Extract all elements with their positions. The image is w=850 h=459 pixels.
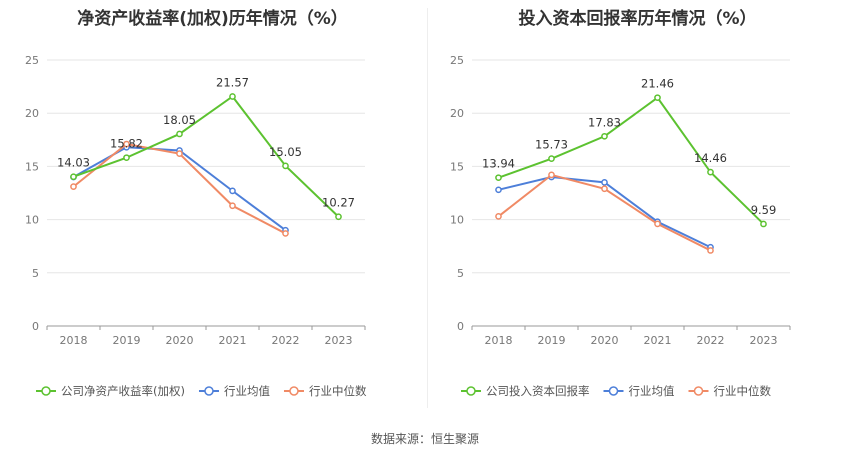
x-tick-label: 2022 <box>697 334 725 347</box>
data-point <box>548 171 555 179</box>
data-label: 18.05 <box>163 113 196 127</box>
legend-label: 行业均值 <box>224 384 270 398</box>
data-point <box>495 186 502 194</box>
y-tick-label: 10 <box>25 214 39 227</box>
roe-chart-panel: 净资产收益率(加权)历年情况（%） 0 5 10 15 20 25 2018 2019 2020… <box>0 0 425 420</box>
data-point <box>601 132 608 140</box>
roic-chart-title: 投入资本回报率历年情况（%） <box>518 9 757 29</box>
data-source-note: 数据来源：恒生聚源 <box>370 432 479 446</box>
data-label: 14.03 <box>57 156 90 170</box>
legend-swatch-marker <box>41 386 51 396</box>
legend-label: 行业中位数 <box>714 384 772 398</box>
legend-swatch-marker <box>693 386 704 396</box>
x-tick-label: 2019 <box>538 334 566 347</box>
x-tick-label: 2023 <box>325 334 353 347</box>
data-point <box>176 150 183 157</box>
data-point <box>335 213 342 221</box>
legend-label: 公司投入资本回报率 <box>486 384 590 398</box>
y-tick-label: 15 <box>25 160 39 173</box>
data-label: 15.05 <box>269 145 302 159</box>
data-point <box>495 174 502 182</box>
data-point <box>176 130 183 138</box>
data-point <box>229 202 236 210</box>
series-line <box>498 96 765 225</box>
x-tick-label: 2021 <box>644 334 672 347</box>
roe-chart-title: 净资产收益率(加权)历年情况（%） <box>77 9 348 29</box>
roe-line-chart: 0 5 10 15 20 25 2018 2019 2020 2021 2022 2023 14.03 1… <box>25 54 367 398</box>
data-point <box>282 162 289 170</box>
x-tick-label: 2020 <box>591 334 619 347</box>
data-label: 10.27 <box>322 196 355 210</box>
data-point <box>229 93 236 100</box>
data-point <box>601 179 608 186</box>
x-tick-label: 2021 <box>219 334 247 347</box>
data-label: 15.73 <box>535 138 568 152</box>
y-tick-label: 0 <box>457 320 464 333</box>
data-point <box>548 155 555 162</box>
legend-swatch-marker <box>466 386 476 396</box>
legend-label: 公司净资产收益率(加权) <box>61 384 185 398</box>
y-tick-label: 15 <box>450 160 464 173</box>
y-tick-label: 0 <box>32 320 39 333</box>
data-point <box>229 187 236 195</box>
data-point <box>601 185 608 193</box>
data-label: 14.46 <box>694 151 727 165</box>
y-tick-label: 20 <box>25 107 39 120</box>
y-tick-label: 25 <box>450 54 464 67</box>
legend-label: 行业均值 <box>629 384 675 398</box>
data-point <box>70 173 77 181</box>
data-point <box>282 230 289 237</box>
legend-swatch-marker <box>289 386 299 396</box>
roic-line-chart: 0 5 10 15 20 25 2018 2019 2020 2021 2022 2023 13.94 1… <box>450 54 791 398</box>
data-point <box>70 183 77 190</box>
x-tick-label: 2023 <box>750 334 778 347</box>
data-label: 21.46 <box>641 77 674 91</box>
data-label: 17.83 <box>588 115 621 129</box>
data-point <box>654 220 661 228</box>
x-tick-label: 2018 <box>60 334 88 347</box>
data-label: 15.82 <box>110 137 143 151</box>
x-tick-label: 2020 <box>166 334 194 347</box>
data-point <box>654 94 661 102</box>
legend-label: 行业中位数 <box>309 384 367 398</box>
data-label: 13.94 <box>482 157 515 171</box>
y-tick-label: 20 <box>450 107 464 120</box>
y-tick-label: 10 <box>450 214 464 227</box>
legend-swatch-marker <box>608 386 619 396</box>
x-tick-label: 2019 <box>113 334 141 347</box>
data-point <box>707 247 714 254</box>
legend-swatch-marker <box>204 386 214 396</box>
data-label: 9.59 <box>751 203 777 217</box>
data-label: 21.57 <box>216 75 249 89</box>
y-tick-label: 5 <box>32 267 39 280</box>
series-line <box>73 95 340 218</box>
y-tick-label: 25 <box>25 54 39 67</box>
x-tick-label: 2018 <box>485 334 513 347</box>
data-point <box>495 213 502 220</box>
panel-divider <box>427 8 428 408</box>
data-point <box>123 140 130 148</box>
x-tick-label: 2022 <box>272 334 300 347</box>
y-tick-label: 5 <box>457 267 464 280</box>
data-point <box>760 220 767 228</box>
data-point <box>123 154 130 162</box>
data-point <box>707 168 714 176</box>
roic-chart-panel: 投入资本回报率历年情况（%） 0 5 10 15 20 25 2018 2019 2020 202… <box>425 0 850 420</box>
